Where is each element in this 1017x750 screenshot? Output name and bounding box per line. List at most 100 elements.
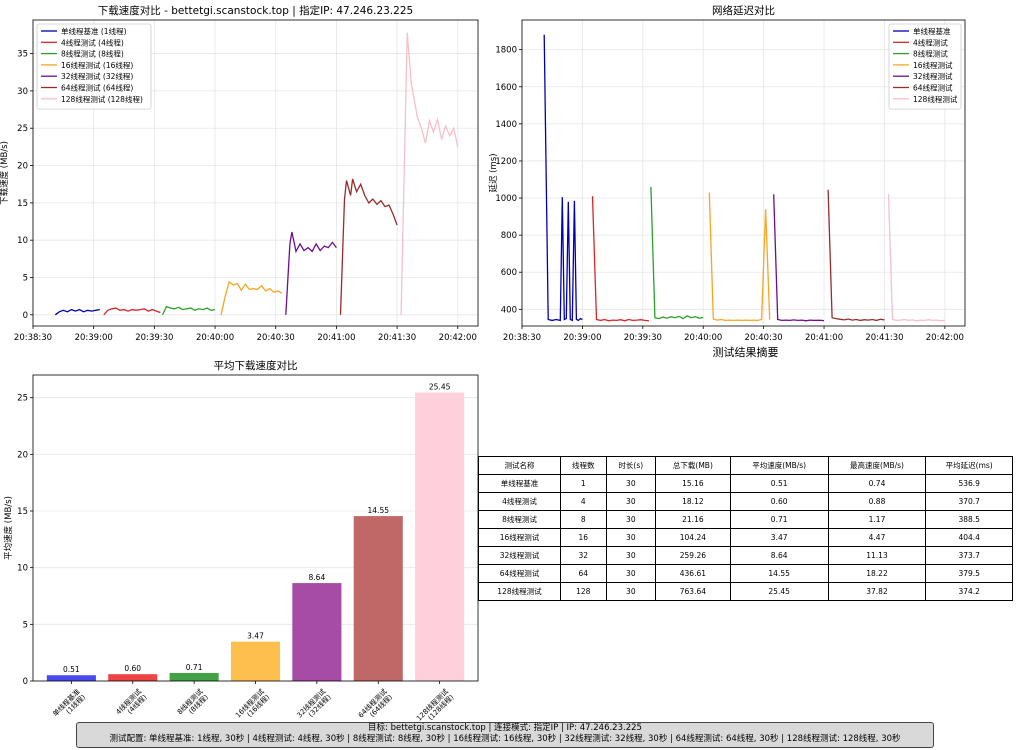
table-cell: 536.9 xyxy=(925,474,1013,493)
y-tick-label: 10 xyxy=(17,564,28,574)
y-tick-label: 20 xyxy=(17,450,28,460)
x-tick-label: 20:39:00 xyxy=(563,333,601,343)
series-line xyxy=(773,194,825,322)
table-cell: 15.16 xyxy=(655,474,731,493)
table-cell: 3.47 xyxy=(729,528,829,547)
legend-label: 64线程测试 (64线程) xyxy=(61,83,133,93)
series-line xyxy=(827,189,885,322)
series-line xyxy=(220,280,283,315)
table-cell: 8.64 xyxy=(729,546,829,565)
table-cell: 0.74 xyxy=(827,474,927,493)
table-cell: 30 xyxy=(605,564,657,583)
y-tick-label: 5 xyxy=(23,620,28,630)
table-cell: 18.12 xyxy=(655,492,731,511)
table-cell: 64 xyxy=(559,564,607,583)
x-tick-label: 单线程基准(1线程) xyxy=(51,687,88,724)
table-cell: 8线程测试 xyxy=(478,510,561,529)
table-row: 16线程测试 16 30 104.24 3.47 4.47 404.4 xyxy=(478,528,1013,547)
table-cell: 64线程测试 xyxy=(478,564,561,583)
y-axis-label: 延迟 (ms) xyxy=(488,153,499,192)
plot-background xyxy=(33,375,478,681)
summary-column-header: 时长(s) xyxy=(605,456,657,475)
y-tick-label: 400 xyxy=(501,305,517,315)
x-tick-label: 20:40:00 xyxy=(684,333,722,343)
table-cell: 1 xyxy=(559,474,607,493)
y-tick-label: 25 xyxy=(17,394,28,404)
series-line xyxy=(887,194,945,322)
x-tick-label: 20:40:30 xyxy=(745,333,783,343)
series-line xyxy=(103,307,161,316)
table-cell: 25.45 xyxy=(729,582,829,601)
x-tick-label: 20:42:00 xyxy=(926,333,964,343)
legend-label: 16线程测试 xyxy=(913,60,953,70)
x-tick-label: 16线程测试(16线程) xyxy=(233,687,271,725)
latency-chart: 20:38:30 20:39:00 20:39:30 20:40:00 20:40:30… xyxy=(488,4,966,343)
download-speed-chart: 20:38:30 20:39:00 20:39:30 20:40:00 20:40:30… xyxy=(0,4,479,343)
x-tick-label: 20:39:30 xyxy=(135,333,173,343)
table-cell: 单线程基准 xyxy=(478,474,561,493)
y-tick-label: 15 xyxy=(17,507,28,517)
table-cell: 379.5 xyxy=(925,564,1013,583)
series-line xyxy=(161,305,216,316)
table-cell: 104.24 xyxy=(655,528,731,547)
table-row: 单线程基准 1 30 15.16 0.51 0.74 536.9 xyxy=(478,474,1013,493)
summary-column-header: 测试名称 xyxy=(478,456,561,475)
table-cell: 30 xyxy=(605,528,657,547)
bar xyxy=(46,675,96,681)
legend-label: 16线程测试 (16线程) xyxy=(61,60,133,70)
series-line xyxy=(285,231,337,315)
legend: 单线程基准 (1线程)4线程测试 (4线程) 8线程测试 (8线程)16线程测试 … xyxy=(36,23,152,110)
table-cell: 30 xyxy=(605,474,657,493)
summary-title: 测试结果摘要 xyxy=(712,346,779,359)
legend-label: 4线程测试 xyxy=(913,37,948,47)
y-tick-label: 1600 xyxy=(495,83,517,93)
y-tick-label: 20 xyxy=(17,162,28,172)
x-tick-label: 20:39:30 xyxy=(624,333,662,343)
x-tick-label: 20:38:30 xyxy=(14,333,52,343)
y-tick-label: 1400 xyxy=(495,120,517,130)
table-cell: 4 xyxy=(559,492,607,511)
table-cell: 0.88 xyxy=(827,492,927,511)
y-tick-label: 1200 xyxy=(495,157,517,167)
x-tick-label: 32线程测试(32线程) xyxy=(295,687,333,725)
test-config-footer: 目标: bettetgi.scanstock.top | 连接模式: 指定IP … xyxy=(76,722,934,748)
x-tick-label: 20:40:00 xyxy=(196,333,234,343)
legend-label: 32线程测试 xyxy=(913,71,953,81)
chart-title: 网络延迟对比 xyxy=(712,4,775,17)
table-cell: 30 xyxy=(605,546,657,565)
table-cell: 32线程测试 xyxy=(478,546,561,565)
table-cell: 14.55 xyxy=(729,564,829,583)
table-cell: 21.16 xyxy=(655,510,731,529)
summary-panel: 测试结果摘要 测试名称 线程数 时长(s) 总下载(MB) 平均速度(MB/s) 最高速度… xyxy=(478,344,1013,601)
table-cell: 30 xyxy=(605,582,657,601)
y-tick-label: 1000 xyxy=(495,194,517,204)
bar-value-label: 8.64 xyxy=(309,573,326,582)
summary-column-header: 平均延迟(ms) xyxy=(925,456,1013,475)
table-cell: 128 xyxy=(559,582,607,601)
legend-label: 32线程测试 (32线程) xyxy=(61,71,133,81)
bar-value-label: 0.51 xyxy=(63,665,80,674)
chart-title: 平均下载速度对比 xyxy=(214,359,298,372)
x-tick-label: 20:39:00 xyxy=(75,333,113,343)
table-cell: 30 xyxy=(605,510,657,529)
bar xyxy=(415,392,465,681)
series-line xyxy=(650,186,704,320)
x-tick-label: 20:38:30 xyxy=(503,333,541,343)
y-tick-label: 1800 xyxy=(495,46,517,56)
x-tick-label: 20:40:30 xyxy=(257,333,295,343)
summary-table: 测试名称 线程数 时长(s) 总下载(MB) 平均速度(MB/s) 最高速度(MB/s) 平… xyxy=(478,456,1013,601)
table-cell: 16 xyxy=(559,528,607,547)
table-cell: 259.26 xyxy=(655,546,731,565)
x-tick-label: 4线程测试(4线程) xyxy=(114,687,149,722)
table-row: 4线程测试 4 30 18.12 0.60 0.88 370.7 xyxy=(478,492,1013,511)
series-line xyxy=(591,196,649,322)
series-line xyxy=(708,192,771,322)
x-tick-label: 8线程测试(8线程) xyxy=(175,687,210,722)
table-cell: 0.60 xyxy=(729,492,829,511)
chart-title: 下载速度对比 - bettetgi.scanstock.top | 指定IP: … xyxy=(98,4,413,17)
x-tick-label: 20:42:00 xyxy=(439,333,477,343)
table-row: 128线程测试 128 30 763.64 25.45 37.82 374.2 xyxy=(478,582,1013,601)
table-cell: 30 xyxy=(605,492,657,511)
bar xyxy=(353,516,403,681)
table-cell: 388.5 xyxy=(925,510,1013,529)
